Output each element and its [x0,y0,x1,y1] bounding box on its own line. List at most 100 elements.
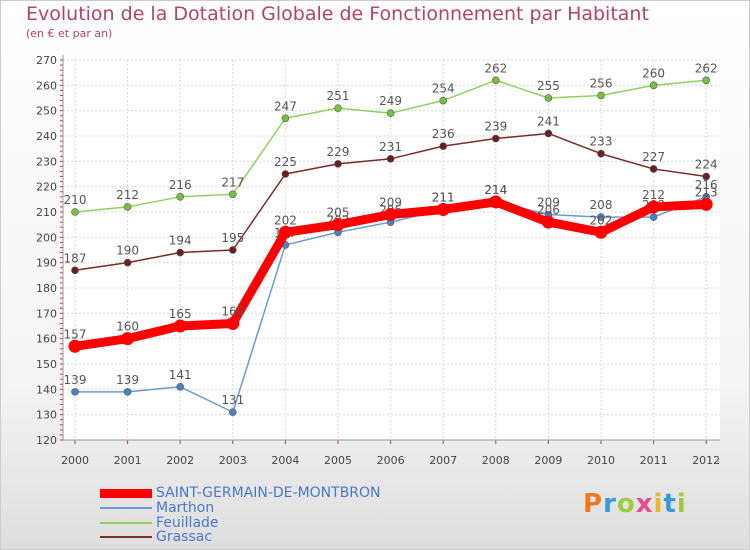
data-label-grassac: 239 [484,120,507,134]
data-label-grassac: 190 [116,244,139,258]
data-label-saint-germain-de-montbron: 157 [64,327,87,341]
legend-label: Feuillade [156,515,219,531]
data-label-marthon: 216 [695,178,718,192]
chart-subtitle: (en € et par an) [26,27,113,40]
data-label-grassac: 231 [379,140,402,154]
data-label-grassac: 233 [590,135,613,149]
data-point-feuillade [597,91,605,100]
x-tick-label: 2009 [534,454,562,467]
data-label-saint-germain-de-montbron: 214 [484,183,507,197]
data-point-grassac [649,165,658,173]
data-point-feuillade [649,81,658,90]
logo-letter: t [663,489,677,519]
data-label-feuillade: 260 [642,66,665,80]
data-point-saint-germain-de-montbron [173,319,187,333]
data-point-marthon [176,382,184,391]
legend-item-feuillade: Feuillade [100,516,219,530]
data-point-marthon [71,388,79,396]
data-point-grassac [281,170,290,178]
data-label-saint-germain-de-montbron: 209 [379,196,402,210]
logo-letter: P [583,489,604,519]
data-label-saint-germain-de-montbron: 205 [327,206,350,220]
data-point-saint-germain-de-montbron [699,197,713,211]
logo-letter: r [603,489,617,519]
y-tick-label: 250 [36,105,57,118]
data-point-marthon [229,408,237,416]
y-tick-label: 140 [36,383,57,396]
data-label-marthon: 139 [116,373,139,387]
data-point-saint-germain-de-montbron [226,316,240,330]
data-point-feuillade [229,190,237,199]
y-tick-label: 180 [36,282,57,295]
y-tick-label: 170 [36,307,57,320]
data-point-saint-germain-de-montbron [436,202,450,216]
data-label-saint-germain-de-montbron: 166 [221,304,244,318]
legend-swatch [100,488,152,498]
data-label-feuillade: 247 [274,99,297,113]
data-label-feuillade: 251 [327,89,350,103]
y-tick-label: 190 [36,257,57,270]
data-label-saint-germain-de-montbron: 165 [169,307,192,321]
data-label-feuillade: 212 [116,188,139,202]
data-label-marthon: 208 [590,198,613,212]
x-tick-label: 2010 [587,454,615,467]
x-tick-label: 2012 [692,454,720,467]
data-label-feuillade: 217 [221,175,244,189]
y-tick-label: 200 [36,231,57,244]
data-label-grassac: 241 [537,114,560,128]
legend-swatch [100,536,152,538]
data-label-grassac: 229 [327,145,350,159]
data-label-marthon: 214 [484,183,507,197]
y-tick-label: 270 [36,54,57,67]
data-label-grassac: 195 [221,231,244,245]
data-label-grassac: 236 [432,127,455,141]
logo-letter: x [635,489,654,519]
y-tick-label: 160 [36,333,57,346]
data-point-feuillade [544,94,553,102]
data-point-grassac [71,266,79,275]
data-point-saint-germain-de-montbron [594,225,608,239]
data-label-marthon: 131 [221,393,244,407]
data-label-marthon: 209 [537,196,560,210]
data-point-feuillade [386,109,395,117]
data-point-grassac [597,149,605,158]
data-label-saint-germain-de-montbron: 160 [116,320,139,334]
data-label-feuillade: 262 [695,61,718,75]
data-label-grassac: 225 [274,155,297,169]
x-tick-label: 2000 [61,454,89,467]
y-tick-label: 240 [36,130,57,143]
data-point-grassac [491,134,500,143]
x-tick-label: 2008 [482,454,510,467]
y-tick-label: 210 [36,206,57,219]
data-label-saint-germain-de-montbron: 202 [590,213,613,227]
data-label-feuillade: 210 [64,193,87,207]
data-point-grassac [123,258,132,267]
legend-swatch [100,507,152,509]
y-tick-label: 120 [36,434,57,447]
data-point-saint-germain-de-montbron [331,218,345,232]
x-tick-label: 2004 [271,454,299,467]
data-point-saint-germain-de-montbron [278,225,292,239]
data-label-marthon: 211 [432,190,455,204]
legend-item-saint-germain: SAINT-GERMAIN-DE-MONTBRON [100,486,381,500]
data-label-feuillade: 255 [537,79,560,93]
data-point-feuillade [439,96,448,105]
data-label-saint-germain-de-montbron: 211 [432,190,455,204]
data-label-grassac: 194 [169,234,192,248]
legend-label: Marthon [156,500,215,516]
data-point-feuillade [334,104,342,112]
y-tick-label: 230 [36,155,57,168]
data-point-feuillade [491,76,500,85]
x-tick-label: 2007 [429,454,457,467]
data-point-feuillade [281,114,290,123]
data-point-grassac [334,160,342,168]
proxiti-logo: Proxiti [583,489,687,519]
data-label-feuillade: 256 [590,76,613,90]
data-label-saint-germain-de-montbron: 212 [642,188,665,202]
chart-title: Evolution de la Dotation Globale de Fonc… [26,3,649,25]
data-label-marthon: 139 [64,373,87,387]
data-point-grassac [439,142,448,150]
data-label-saint-germain-de-montbron: 213 [695,185,718,199]
x-tick-label: 2001 [114,454,142,467]
